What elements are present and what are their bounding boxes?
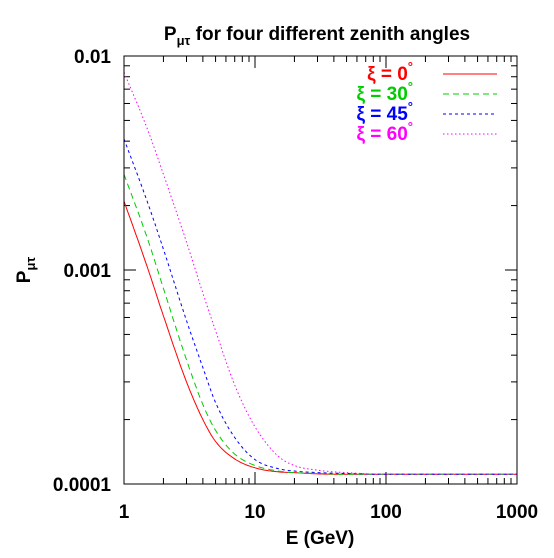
series-line-3 <box>123 72 517 475</box>
degree-mark: ° <box>408 99 413 114</box>
series-layer <box>123 72 517 475</box>
x-tick-label: 10 <box>244 502 265 523</box>
degree-mark: ° <box>408 79 413 94</box>
chart-title: Pμτ for four different zenith angles <box>164 24 470 48</box>
legend-label-text: ξ = 60 <box>357 124 408 145</box>
legend-label: ξ = 30° <box>357 79 413 105</box>
legend-label: ξ = 60° <box>357 119 413 145</box>
y-tick-label: 0.01 <box>74 47 111 68</box>
x-tick-label: 1000 <box>496 502 538 523</box>
plot-frame <box>123 55 518 485</box>
legend: ξ = 0°ξ = 30°ξ = 45°ξ = 60° <box>357 59 497 145</box>
chart-title-main: P <box>164 24 177 45</box>
y-axis-label-main: P <box>14 270 35 283</box>
legend-label: ξ = 0° <box>367 59 413 85</box>
degree-mark: ° <box>408 59 413 74</box>
chart-title-sub: μτ <box>177 33 191 48</box>
series-line-2 <box>123 138 517 475</box>
degree-mark: ° <box>408 119 413 134</box>
y-tick-label: 0.0001 <box>53 475 112 496</box>
x-axis-label: E (GeV) <box>286 528 355 549</box>
axis-ticks: 1 10 100 1000 0.0001 0.001 0.01 <box>53 47 538 523</box>
chart-title-rest: for four different zenith angles <box>190 24 470 45</box>
y-axis-label: Pμτ <box>14 257 38 284</box>
y-axis-label-sub: μτ <box>23 257 38 271</box>
y-tick-label: 0.001 <box>63 261 111 282</box>
x-tick-label: 100 <box>370 502 402 523</box>
legend-label: ξ = 45° <box>357 99 413 125</box>
legend-label-text: ξ = 0 <box>367 64 408 85</box>
legend-label-text: ξ = 30 <box>357 84 408 105</box>
x-tick-label: 1 <box>119 502 130 523</box>
legend-label-text: ξ = 45 <box>357 104 409 125</box>
